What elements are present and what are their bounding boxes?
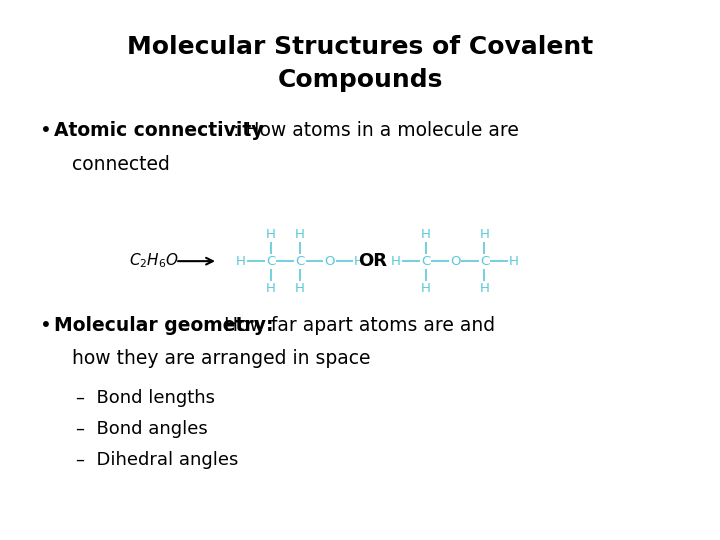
Text: Molecular Structures of Covalent: Molecular Structures of Covalent <box>127 35 593 59</box>
Text: Atomic connectivity: Atomic connectivity <box>54 122 264 140</box>
Text: connected: connected <box>72 155 170 174</box>
Text: H: H <box>509 255 519 268</box>
Text: C: C <box>480 255 489 268</box>
Text: How far apart atoms are and: How far apart atoms are and <box>218 316 495 335</box>
Text: C: C <box>266 255 275 268</box>
Text: –  Dihedral angles: – Dihedral angles <box>76 451 238 469</box>
Text: Molecular geometry:: Molecular geometry: <box>54 316 274 335</box>
Text: C: C <box>295 255 305 268</box>
Text: •: • <box>40 122 51 140</box>
FancyArrowPatch shape <box>178 258 213 265</box>
Text: –  Bond lengths: – Bond lengths <box>76 389 215 407</box>
Text: O: O <box>450 255 460 268</box>
Text: OR: OR <box>359 252 387 270</box>
Text: H: H <box>354 255 364 268</box>
Text: H: H <box>236 255 246 268</box>
Text: H: H <box>420 281 431 295</box>
Text: H: H <box>391 255 401 268</box>
Text: H: H <box>480 281 490 295</box>
Text: H: H <box>420 228 431 241</box>
Text: : How atoms in a molecule are: : How atoms in a molecule are <box>233 122 518 140</box>
Text: O: O <box>324 255 335 268</box>
Text: –  Bond angles: – Bond angles <box>76 420 207 438</box>
Text: •: • <box>40 316 51 335</box>
Text: $\mathit{C_2H_6O}$: $\mathit{C_2H_6O}$ <box>129 252 179 271</box>
Text: H: H <box>295 281 305 295</box>
Text: C: C <box>421 255 431 268</box>
Text: Compounds: Compounds <box>277 68 443 91</box>
Text: H: H <box>266 281 276 295</box>
Text: H: H <box>266 228 276 241</box>
Text: H: H <box>295 228 305 241</box>
Text: how they are arranged in space: how they are arranged in space <box>72 349 371 368</box>
Text: H: H <box>480 228 490 241</box>
